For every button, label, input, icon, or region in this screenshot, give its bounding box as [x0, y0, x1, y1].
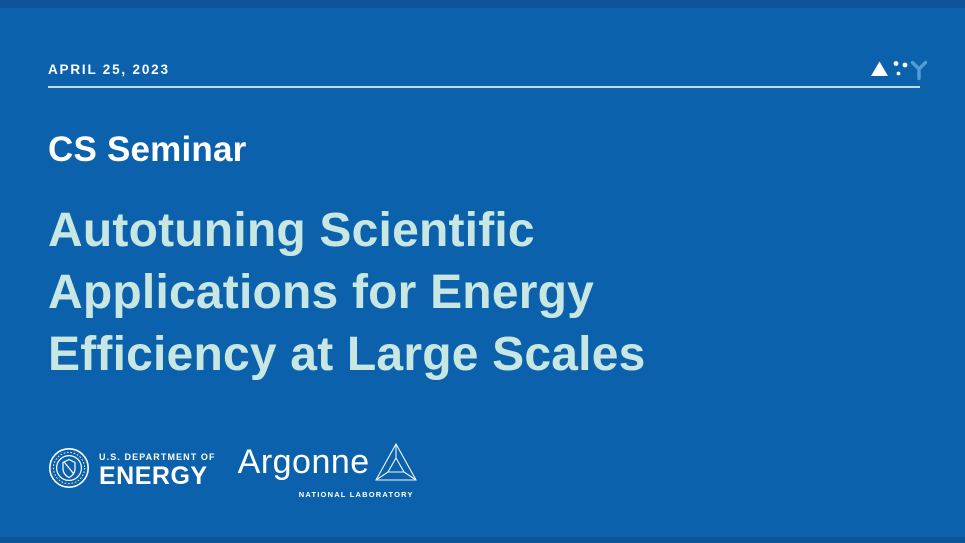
doe-department-label: U.S. DEPARTMENT OF	[99, 452, 216, 462]
argonne-mark-icon	[374, 442, 418, 489]
argonne-wordmark: Argonne	[237, 443, 370, 481]
dots-icon	[893, 61, 908, 76]
argonne-logo: Argonne NATIONAL LABORATORY	[238, 442, 418, 499]
slide-title-line: Efficiency at Large Scales	[48, 328, 646, 381]
doe-logo: U.S. DEPARTMENT OF ENERGY	[48, 447, 216, 494]
doe-energy-label: ENERGY	[99, 462, 208, 490]
seminar-kicker: CS Seminar	[48, 130, 247, 169]
bottom-edge-band	[0, 537, 965, 543]
top-edge-band	[0, 0, 965, 8]
doe-seal-icon	[48, 447, 90, 494]
slide-date: APRIL 25, 2023	[48, 62, 170, 77]
header-rule	[48, 86, 920, 88]
decorative-motif	[864, 55, 930, 90]
slide-title-line: Autotuning Scientific	[48, 204, 535, 257]
logo-row: U.S. DEPARTMENT OF ENERGY Argonne NATION…	[48, 442, 418, 499]
doe-logo-text: U.S. DEPARTMENT OF ENERGY	[99, 452, 216, 489]
triangle-icon	[871, 61, 888, 76]
slide-title: Autotuning Scientific Applications for E…	[48, 200, 646, 386]
slide-title-line: Applications for Energy	[48, 266, 595, 319]
tri-spoke-icon	[910, 60, 928, 81]
argonne-subtitle: NATIONAL LABORATORY	[298, 490, 414, 499]
